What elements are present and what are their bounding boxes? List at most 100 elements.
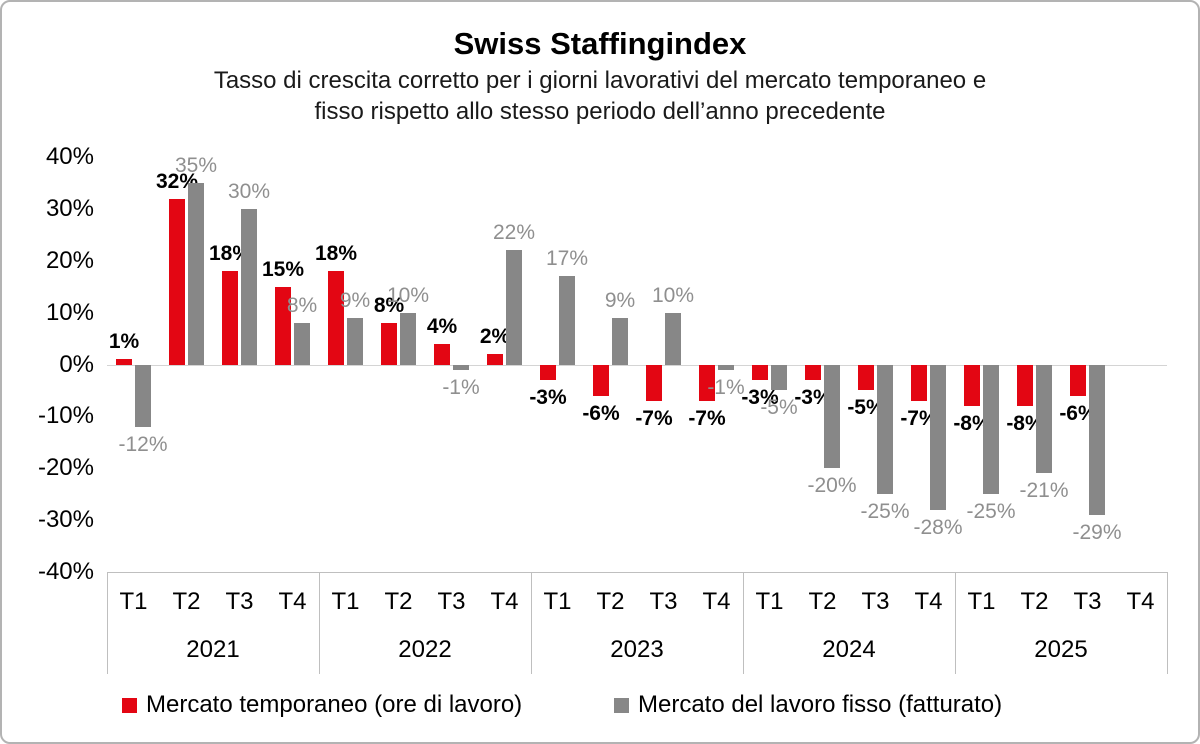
data-label-fisso: -20%	[807, 474, 857, 498]
data-label-fisso: -25%	[966, 500, 1016, 524]
bar-fisso	[718, 364, 734, 370]
bar-temporaneo	[275, 286, 291, 365]
x-axis-year-label: 2025	[1034, 636, 1088, 663]
data-label-fisso: -1%	[707, 375, 745, 399]
legend-item-fisso: Mercato del lavoro fisso (fatturato)	[614, 689, 1002, 721]
y-axis-tick-label: -10%	[37, 402, 94, 430]
chart-subtitle: Tasso di crescita corretto per i giorni …	[2, 65, 1198, 127]
x-axis-quarter-label: T1	[755, 588, 784, 615]
bar-temporaneo	[805, 364, 821, 381]
data-label-fisso: -28%	[913, 515, 963, 539]
data-label-fisso: 35%	[174, 153, 218, 177]
bar-temporaneo	[858, 364, 874, 391]
data-label-temporaneo: -7%	[635, 406, 673, 430]
x-axis-quarter-label: T4	[702, 588, 731, 615]
data-label-temporaneo: -8%	[1006, 412, 1044, 435]
x-axis-quarter-label: T4	[1126, 588, 1155, 615]
bar-fisso	[771, 364, 787, 391]
data-label-fisso: -5%	[760, 396, 798, 420]
data-label-temporaneo: 18%	[208, 242, 252, 266]
bar-fisso	[347, 317, 363, 365]
data-label-fisso: 30%	[227, 179, 271, 203]
bar-temporaneo	[964, 364, 980, 406]
data-label-temporaneo: -7%	[900, 406, 938, 430]
data-label-temporaneo: 4%	[426, 314, 458, 338]
data-label-temporaneo: -6%	[1059, 401, 1097, 425]
bar-fisso	[1089, 364, 1105, 515]
bar-temporaneo	[699, 364, 715, 401]
legend-swatch-temporaneo-icon	[122, 697, 137, 713]
data-label-fisso: 17%	[545, 247, 589, 271]
chart-subtitle-line2: fisso rispetto allo stesso periodo dell’…	[314, 98, 886, 125]
x-axis-quarter-label: T4	[914, 588, 943, 615]
data-label-fisso: -25%	[860, 500, 910, 524]
bar-fisso	[453, 364, 469, 370]
x-axis-quarter-label: T1	[543, 588, 572, 615]
x-axis-quarter-label: T3	[861, 588, 890, 615]
data-label-temporaneo: 1%	[108, 330, 140, 354]
data-label-temporaneo: -3%	[794, 386, 832, 410]
y-axis-tick-label: 10%	[45, 298, 94, 326]
bar-temporaneo	[222, 271, 238, 365]
bar-fisso	[824, 364, 840, 469]
y-axis-tick-label: -30%	[37, 506, 94, 534]
bar-temporaneo	[381, 323, 397, 365]
y-axis-tick-label: 0%	[59, 350, 94, 378]
bar-temporaneo	[752, 364, 768, 381]
x-axis-quarter-label: T2	[808, 588, 837, 615]
bar-temporaneo	[911, 364, 927, 401]
x-axis-quarter-label: T1	[967, 588, 996, 615]
chart-title: Swiss Staffingindex	[453, 26, 747, 61]
x-axis-quarter-label: T2	[172, 588, 201, 615]
bar-temporaneo	[646, 364, 662, 401]
legend-label-fisso: Mercato del lavoro fisso (fatturato)	[638, 691, 1003, 718]
bar-temporaneo	[593, 364, 609, 396]
data-label-fisso: 8%	[286, 294, 318, 317]
bar-temporaneo	[328, 271, 344, 365]
bar-fisso	[188, 182, 204, 365]
zero-axis-line	[107, 365, 1167, 366]
data-label-temporaneo: 32%	[155, 169, 199, 193]
data-label-fisso: 9%	[604, 288, 636, 312]
bar-fisso	[135, 364, 151, 427]
bar-temporaneo	[540, 364, 556, 381]
x-axis-quarter-label: T3	[225, 588, 254, 615]
x-axis-year-label: 2021	[186, 636, 240, 663]
data-label-temporaneo: -3%	[529, 386, 567, 410]
x-axis-quarter-label: T2	[384, 588, 413, 615]
y-axis-tick-label: -40%	[37, 558, 94, 585]
data-label-temporaneo: 15%	[261, 257, 305, 281]
bar-temporaneo	[434, 343, 450, 365]
bar-fisso	[241, 208, 257, 365]
x-axis-quarter-label: T3	[1073, 588, 1102, 615]
bar-fisso	[612, 317, 628, 365]
data-label-fisso: -21%	[1019, 479, 1069, 503]
y-axis-tick-label: 40%	[45, 143, 94, 170]
year-separator-line	[531, 572, 532, 674]
data-label-temporaneo: -8%	[953, 412, 991, 435]
data-label-fisso: 22%	[492, 221, 536, 245]
data-label-temporaneo: 18%	[314, 242, 358, 266]
year-separator-line	[1167, 572, 1168, 674]
x-axis-quarter-label: T2	[596, 588, 625, 615]
bar-temporaneo	[487, 354, 503, 365]
x-axis-quarter-label: T4	[490, 588, 519, 615]
x-axis-year-label: 2023	[610, 636, 664, 663]
bar-fisso	[983, 364, 999, 495]
data-label-temporaneo: -6%	[582, 401, 620, 425]
x-axis-year-label: 2022	[398, 636, 452, 663]
year-separator-line	[107, 572, 108, 674]
bar-fisso	[506, 250, 522, 365]
y-axis-tick-label: 30%	[45, 194, 94, 222]
data-label-temporaneo: -5%	[847, 396, 885, 420]
data-label-fisso: -12%	[118, 432, 168, 456]
x-axis-year-label: 2024	[822, 636, 876, 663]
chart-subtitle-line1: Tasso di crescita corretto per i giorni …	[213, 67, 987, 94]
bar-fisso	[665, 312, 681, 365]
legend: Mercato temporaneo (ore di lavoro) Merca…	[2, 689, 1198, 725]
data-label-fisso: 9%	[339, 288, 371, 312]
y-axis-tick-label: 20%	[45, 246, 94, 274]
bar-fisso	[294, 323, 310, 365]
data-label-temporaneo: 2%	[479, 325, 511, 349]
bar-fisso	[400, 312, 416, 365]
